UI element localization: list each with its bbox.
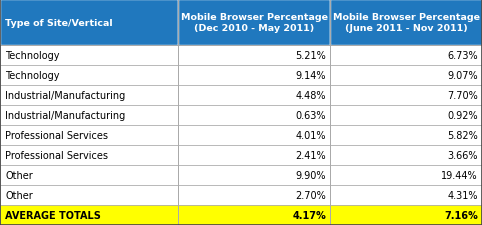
Bar [0,205,178,225]
Bar [0,66,178,86]
Bar [330,106,482,126]
Bar [178,185,330,205]
Text: 7.70%: 7.70% [447,91,478,101]
Bar [178,145,330,165]
Text: 4.01%: 4.01% [295,130,326,140]
Text: Other: Other [5,170,33,180]
Text: 4.17%: 4.17% [293,210,326,220]
Bar [330,165,482,185]
Bar [0,185,178,205]
Bar [330,86,482,106]
Bar [178,126,330,145]
Bar [178,66,330,86]
Bar [0,46,178,66]
Text: 9.90%: 9.90% [295,170,326,180]
Bar [178,86,330,106]
Bar [178,106,330,126]
Bar [330,145,482,165]
Text: 5.21%: 5.21% [295,51,326,61]
Text: AVERAGE TOTALS: AVERAGE TOTALS [5,210,101,220]
Text: 9.07%: 9.07% [447,71,478,81]
Text: Professional Services: Professional Services [5,130,108,140]
Text: 2.70%: 2.70% [295,190,326,200]
Text: Industrial/Manufacturing: Industrial/Manufacturing [5,110,125,120]
Text: Mobile Browser Percentage
(June 2011 - Nov 2011): Mobile Browser Percentage (June 2011 - N… [333,13,480,33]
Text: 5.82%: 5.82% [447,130,478,140]
Bar [178,0,330,46]
Bar [330,205,482,225]
Text: 4.31%: 4.31% [447,190,478,200]
Text: Type of Site/Vertical: Type of Site/Vertical [5,18,113,27]
Bar [330,46,482,66]
Bar [0,106,178,126]
Text: 3.66%: 3.66% [447,150,478,160]
Text: Industrial/Manufacturing: Industrial/Manufacturing [5,91,125,101]
Bar [0,0,178,46]
Bar [330,126,482,145]
Text: 7.16%: 7.16% [444,210,478,220]
Bar [178,46,330,66]
Bar [178,165,330,185]
Bar [178,205,330,225]
Text: 0.92%: 0.92% [447,110,478,120]
Text: Technology: Technology [5,51,59,61]
Text: Technology: Technology [5,71,59,81]
Bar [0,145,178,165]
Text: 19.44%: 19.44% [442,170,478,180]
Text: Professional Services: Professional Services [5,150,108,160]
Text: 6.73%: 6.73% [447,51,478,61]
Text: Other: Other [5,190,33,200]
Text: 0.63%: 0.63% [295,110,326,120]
Bar [0,126,178,145]
Bar [0,165,178,185]
Bar [330,66,482,86]
Bar [330,0,482,46]
Bar [330,185,482,205]
Text: 2.41%: 2.41% [295,150,326,160]
Bar [0,86,178,106]
Text: 4.48%: 4.48% [295,91,326,101]
Text: 9.14%: 9.14% [295,71,326,81]
Text: Mobile Browser Percentage
(Dec 2010 - May 2011): Mobile Browser Percentage (Dec 2010 - Ma… [181,13,328,33]
